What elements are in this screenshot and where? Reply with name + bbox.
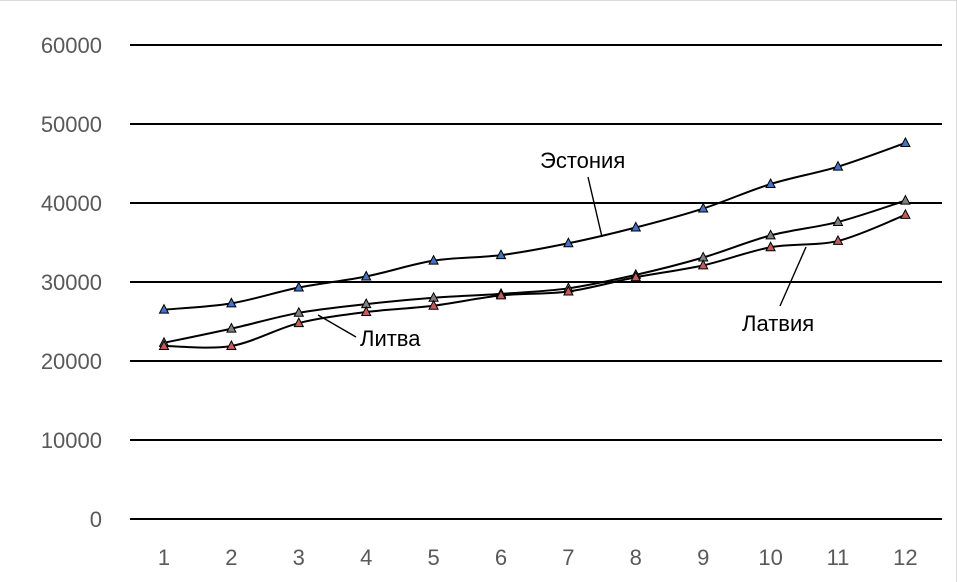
data-point-s2-2: [226, 322, 237, 333]
y-tick-label-40000: 40000: [41, 191, 102, 216]
data-point-s3-12: [900, 208, 911, 219]
x-tick-label-4: 4: [360, 545, 372, 570]
data-point-s3-4: [360, 305, 372, 317]
data-point-s1-4: [360, 270, 372, 281]
data-point-s2-11: [832, 215, 844, 226]
series-label-2: Литва: [360, 326, 421, 351]
y-tick-label-30000: 30000: [41, 270, 102, 295]
data-point-s1-2: [226, 297, 237, 308]
data-point-s1-10: [765, 177, 776, 189]
data-point-s1-11: [832, 160, 844, 171]
series-line-3: [163, 213, 906, 349]
data-point-s1-7: [563, 237, 574, 248]
data-point-s3-7: [563, 285, 574, 296]
y-tick-label-60000: 60000: [41, 33, 102, 58]
x-tick-label-10: 10: [758, 545, 782, 570]
y-tick-label-50000: 50000: [41, 112, 102, 137]
x-tick-label-9: 9: [697, 545, 709, 570]
x-tick-label-12: 12: [893, 545, 917, 570]
series-label-1: Эстония: [540, 148, 625, 173]
x-tick-label-1: 1: [158, 545, 170, 570]
data-point-s2-10: [765, 229, 776, 240]
x-tick-label-7: 7: [562, 545, 574, 570]
y-tick-label-20000: 20000: [41, 349, 102, 374]
data-point-s3-3: [293, 317, 305, 328]
data-point-s2-3: [293, 306, 305, 317]
data-point-s1-1: [158, 303, 170, 314]
data-point-s1-12: [900, 136, 911, 147]
data-point-s1-8: [630, 221, 642, 232]
series-label-leader-2: [317, 314, 357, 338]
data-point-s3-5: [428, 299, 439, 310]
data-point-s2-12: [900, 194, 911, 205]
data-point-s1-9: [697, 202, 709, 213]
data-point-s3-2: [226, 339, 237, 350]
y-tick-label-0: 0: [90, 507, 102, 532]
data-point-s1-5: [428, 254, 439, 265]
x-tick-label-11: 11: [827, 545, 850, 570]
data-point-s3-10: [765, 241, 776, 252]
y-tick-label-10000: 10000: [41, 428, 102, 453]
data-point-s1-6: [495, 249, 507, 260]
x-tick-label-6: 6: [495, 545, 507, 570]
series-line-1: [163, 142, 906, 311]
series-label-leader-3: [779, 246, 807, 307]
data-point-s3-1: [158, 339, 170, 350]
data-point-s3-11: [832, 234, 844, 245]
data-point-s3-8: [630, 271, 642, 282]
x-tick-label-2: 2: [225, 545, 237, 570]
data-point-s3-6: [495, 289, 507, 300]
x-tick-label-3: 3: [293, 545, 305, 570]
series-label-3: Латвия: [742, 311, 814, 336]
data-point-s3-9: [697, 259, 709, 270]
data-point-s1-3: [293, 281, 305, 292]
series-label-leader-1: [587, 176, 603, 238]
x-tick-label-5: 5: [427, 545, 439, 570]
x-tick-label-8: 8: [630, 545, 642, 570]
series-line-2: [163, 199, 906, 344]
